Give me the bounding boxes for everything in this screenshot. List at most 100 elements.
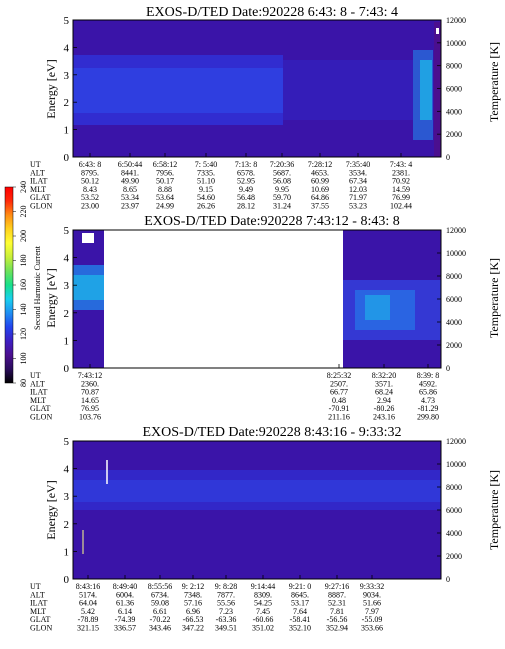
- ephem-value: -56.56: [327, 615, 348, 624]
- ephem-value: 67.34: [349, 177, 367, 186]
- ephem-value: 8.88: [158, 185, 172, 194]
- colorbar-tick: 160: [19, 279, 28, 291]
- ephem-value: 8:49:40: [113, 582, 137, 591]
- ephem-value: 9:14:44: [251, 582, 275, 591]
- y-right-tick-label: 2000: [446, 341, 462, 350]
- ephem-value: 7.45: [256, 607, 270, 616]
- ephem-value: 103.76: [79, 413, 101, 422]
- ephem-value: 56.48: [237, 193, 255, 202]
- ephem-value: 26.26: [197, 202, 215, 211]
- ephem-value: 8:43:16: [76, 582, 100, 591]
- panel-2-ylabel-right: Temperature [K]: [487, 258, 501, 338]
- ephem-value: 50.17: [156, 177, 174, 186]
- ephem-row-label: GLAT: [30, 404, 51, 413]
- ephem-value: 64.86: [311, 193, 329, 202]
- y-right-tick-label: 4000: [446, 107, 462, 116]
- y-tick-label: 5: [64, 436, 70, 448]
- ephem-value: 7348.: [184, 590, 202, 599]
- ephem-value: 347.22: [182, 624, 204, 633]
- ephem-value: 12.03: [349, 185, 367, 194]
- ephem-row-label: GLON: [30, 202, 52, 211]
- y-tick-label: 0: [64, 363, 70, 375]
- ephem-value: 23.00: [81, 202, 99, 211]
- ephem-value: 8.65: [123, 185, 137, 194]
- ephem-value: 52.31: [328, 599, 346, 608]
- y-right-tick-label: 2000: [446, 552, 462, 561]
- ephem-value: 5.42: [81, 607, 95, 616]
- ephem-value: 14.59: [392, 185, 410, 194]
- ephem-value: 299.80: [417, 413, 439, 422]
- y-tick-label: 4: [64, 464, 70, 476]
- ephem-row-label: GLON: [30, 624, 52, 633]
- ephem-value: 7.97: [365, 607, 379, 616]
- y-right-tick-label: 8000: [446, 483, 462, 492]
- ephem-value: 55.56: [217, 599, 235, 608]
- ephem-value: 7.64: [293, 607, 307, 616]
- ephem-value: 6:50:44: [118, 160, 142, 169]
- y-tick-label: 1: [64, 125, 70, 137]
- ephem-value: 2507.: [330, 379, 348, 388]
- ephem-value: 37.55: [311, 202, 329, 211]
- ephem-value: 0.48: [332, 396, 346, 405]
- ephem-row-label: ILAT: [30, 388, 47, 397]
- ephem-value: 7956.: [156, 168, 174, 177]
- ephem-value: 76.95: [81, 404, 99, 413]
- y-right-tick-label: 2000: [446, 130, 462, 139]
- ephem-value: 6578.: [237, 168, 255, 177]
- ephem-row-label: ILAT: [30, 599, 47, 608]
- ephem-value: 54.60: [197, 193, 215, 202]
- ephem-value: 6:58:12: [153, 160, 177, 169]
- ephem-value: 336.57: [114, 624, 136, 633]
- y-right-tick-label: 0: [446, 575, 450, 584]
- colorbar-label: Second Harmonic Current: [33, 245, 42, 330]
- ephem-value: 4592.: [419, 379, 437, 388]
- ephem-value: 71.97: [349, 193, 367, 202]
- ephem-value: 7: 5:40: [195, 160, 217, 169]
- y-tick-label: 2: [64, 308, 70, 320]
- panel-3: EXOS-D/TED Date:920228 8:43:16 - 9:33:32…: [30, 425, 501, 633]
- ephem-value: 7:13: 8: [235, 160, 257, 169]
- ephem-value: -70.91: [329, 404, 350, 413]
- ephem-value: 53.17: [291, 599, 309, 608]
- ephem-value: 102.44: [390, 202, 412, 211]
- ephem-value: 60.99: [311, 177, 329, 186]
- ephem-value: 49.90: [121, 177, 139, 186]
- ephem-value: 59.70: [273, 193, 291, 202]
- ephem-value: 70.92: [392, 177, 410, 186]
- ephem-value: 31.24: [273, 202, 291, 211]
- ephem-value: 9.15: [199, 185, 213, 194]
- y-tick-label: 4: [64, 253, 70, 265]
- ephem-value: -78.89: [78, 615, 99, 624]
- ephem-value: 53.34: [121, 193, 139, 202]
- ephem-value: 6.96: [186, 607, 200, 616]
- ephem-value: 6734.: [151, 590, 169, 599]
- ephem-value: 8645.: [291, 590, 309, 599]
- y-tick-label: 1: [64, 335, 70, 347]
- ephem-value: 57.16: [184, 599, 202, 608]
- y-tick-label: 3: [64, 491, 70, 503]
- y-right-tick-label: 12000: [446, 16, 466, 25]
- panel-2: EXOS-D/TED Date:920228 7:43:12 - 8:43: 8…: [30, 214, 501, 422]
- ephem-value: 8:25:32: [327, 371, 351, 380]
- colorbar: 80 100 120 140 160 180 200 220 240 Second Harmon…: [4, 181, 42, 387]
- y-tick-label: 3: [64, 70, 70, 82]
- colorbar-tick: 80: [19, 379, 28, 387]
- ephem-value: 8887.: [328, 590, 346, 599]
- ephem-value: 52.95: [237, 177, 255, 186]
- ephem-value: -80.26: [374, 404, 395, 413]
- ephem-value: 23.97: [121, 202, 139, 211]
- ephem-value: 3571.: [375, 379, 393, 388]
- ephem-value: 54.25: [254, 599, 272, 608]
- ephem-value: 353.66: [361, 624, 383, 633]
- ephem-value: 70.87: [81, 388, 99, 397]
- panel-3-ylabel: Energy [eV]: [44, 480, 58, 539]
- y-right-tick-label: 6000: [446, 506, 462, 515]
- ephem-value: 68.24: [375, 388, 393, 397]
- y-right-tick-label: 12000: [446, 437, 466, 446]
- ephem-value: 9.95: [275, 185, 289, 194]
- ephem-row-label: UT: [30, 371, 41, 380]
- colorbar-tick: 120: [19, 328, 28, 340]
- ephem-value: 352.94: [326, 624, 348, 633]
- ephem-value: 66.77: [330, 388, 348, 397]
